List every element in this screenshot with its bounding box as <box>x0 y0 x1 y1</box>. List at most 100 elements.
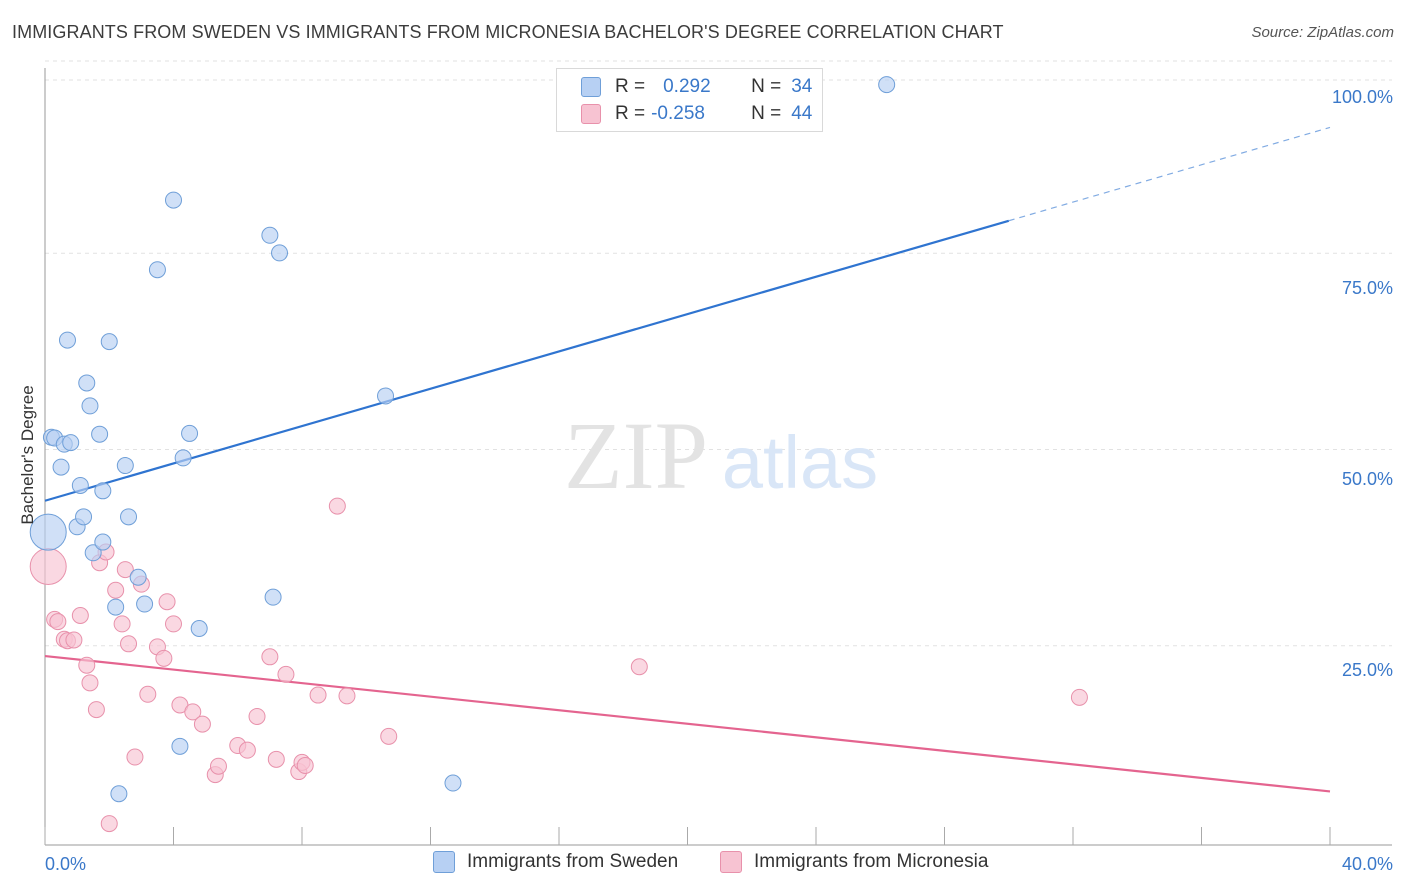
point-sweden <box>94 482 112 500</box>
point-micronesia <box>113 615 131 633</box>
grid-lines <box>45 60 1392 647</box>
point-sweden <box>75 508 93 526</box>
trend-line-sweden <box>44 219 1010 502</box>
point-sweden <box>136 595 154 613</box>
trend-line-micronesia <box>44 654 1331 793</box>
point-micronesia <box>184 703 202 721</box>
point-sweden <box>120 508 138 526</box>
point-micronesia <box>65 631 83 649</box>
point-sweden <box>107 598 125 616</box>
point-micronesia <box>100 815 118 833</box>
point-micronesia <box>139 685 157 703</box>
point-micronesia <box>71 607 89 624</box>
source-credit: Source: ZipAtlas.com <box>1251 24 1394 41</box>
legend-n-label: N = <box>751 103 782 124</box>
point-sweden <box>52 458 70 476</box>
legend-n-label: N = <box>751 76 782 97</box>
bottom-label-sweden: Immigrants from Sweden <box>467 851 679 872</box>
bottom-legend-sweden: Immigrants from Sweden <box>433 851 678 873</box>
point-sweden <box>100 333 118 351</box>
trend-line-sweden-extension <box>1008 126 1331 222</box>
y-tick-label: 100.0% <box>1332 87 1393 107</box>
point-micronesia <box>158 593 176 611</box>
legend-r-label: R = <box>615 103 646 124</box>
point-micronesia <box>126 748 144 766</box>
data-points <box>29 76 1088 833</box>
point-micronesia <box>630 658 648 676</box>
point-micronesia <box>116 561 134 579</box>
point-sweden <box>148 261 166 279</box>
point-micronesia <box>165 615 182 633</box>
point-micronesia <box>267 750 285 768</box>
legend-row-micronesia: R = -0.258 N = 44 <box>581 102 812 126</box>
x-tick-label: 0.0% <box>45 854 86 874</box>
point-micronesia <box>238 741 256 759</box>
bottom-legend-micronesia: Immigrants from Micronesia <box>720 851 988 873</box>
point-micronesia <box>1070 688 1088 706</box>
point-micronesia <box>120 635 138 653</box>
correlation-legend: R = 0.292 N = 34 R = -0.258 N = 44 <box>556 68 823 132</box>
point-sweden <box>94 533 112 551</box>
legend-r-label: R = <box>615 76 646 97</box>
watermark-zip: ZIP <box>564 402 708 509</box>
point-sweden <box>171 737 189 755</box>
axes <box>44 68 1392 846</box>
point-sweden <box>261 226 279 244</box>
point-sweden <box>110 785 128 803</box>
legend-row-sweden: R = 0.292 N = 34 <box>581 75 812 99</box>
point-micronesia <box>29 548 67 586</box>
bottom-swatch-sweden <box>433 851 455 873</box>
point-sweden <box>271 244 289 262</box>
legend-n-value: 34 <box>791 76 813 97</box>
point-micronesia <box>277 665 295 683</box>
legend-swatch-micronesia <box>581 104 601 124</box>
watermark: ZIP atlas <box>564 402 878 509</box>
bottom-swatch-micronesia <box>720 851 742 873</box>
point-micronesia <box>81 674 99 692</box>
point-micronesia <box>107 581 125 599</box>
x-tick-label: 40.0% <box>1342 854 1393 874</box>
point-sweden <box>91 425 109 443</box>
y-tick-label: 50.0% <box>1342 469 1393 489</box>
legend-r-value: -0.258 <box>651 103 705 124</box>
point-sweden <box>81 397 99 415</box>
point-sweden <box>78 374 96 392</box>
legend-n-value: 44 <box>791 103 813 124</box>
point-micronesia <box>78 656 96 674</box>
trend-lines <box>44 126 1331 793</box>
point-sweden <box>58 331 76 349</box>
point-sweden <box>62 434 80 452</box>
point-micronesia <box>209 757 227 775</box>
point-micronesia <box>49 613 67 631</box>
point-sweden <box>116 457 134 475</box>
point-sweden <box>165 191 182 209</box>
chart-title: IMMIGRANTS FROM SWEDEN VS IMMIGRANTS FRO… <box>12 22 1004 42</box>
point-micronesia <box>328 497 346 515</box>
point-sweden <box>190 620 208 638</box>
bottom-label-micronesia: Immigrants from Micronesia <box>754 851 989 872</box>
point-micronesia <box>248 707 266 725</box>
legend-r-value: 0.292 <box>663 76 711 97</box>
point-micronesia <box>87 701 105 719</box>
point-sweden <box>71 476 89 494</box>
point-sweden <box>377 387 395 405</box>
point-micronesia <box>296 756 314 774</box>
point-micronesia <box>155 649 173 667</box>
point-sweden <box>444 774 462 792</box>
legend-swatch-sweden <box>581 77 601 97</box>
point-micronesia <box>380 727 398 745</box>
point-sweden <box>174 449 192 467</box>
watermark-atlas: atlas <box>722 421 878 504</box>
point-sweden <box>129 568 147 586</box>
point-sweden <box>878 76 896 94</box>
point-micronesia <box>261 648 279 666</box>
point-micronesia <box>309 686 327 704</box>
y-tick-label: 25.0% <box>1342 660 1393 680</box>
y-axis-label: Bachelor's Degree <box>18 385 37 525</box>
point-micronesia <box>193 715 211 733</box>
point-sweden <box>181 424 199 442</box>
point-sweden <box>84 544 102 562</box>
point-sweden <box>264 588 282 606</box>
point-sweden <box>29 513 67 551</box>
